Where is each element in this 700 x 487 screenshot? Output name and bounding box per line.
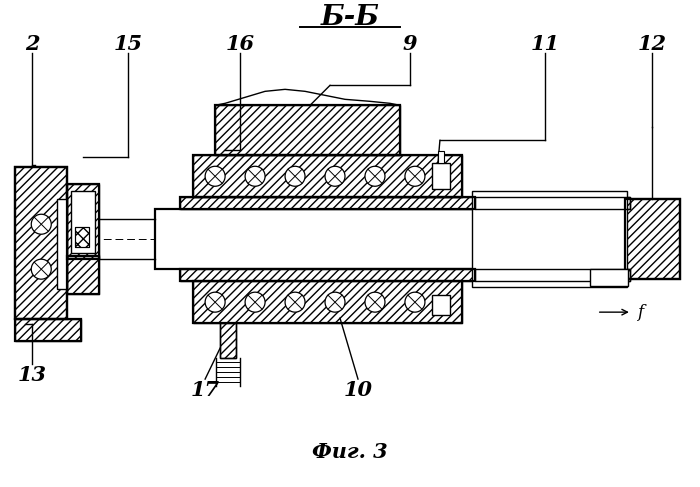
Circle shape: [365, 292, 385, 312]
Circle shape: [325, 292, 345, 312]
Bar: [193, 281, 462, 323]
Text: 11: 11: [531, 35, 559, 55]
Bar: [438, 151, 444, 163]
Circle shape: [285, 292, 305, 312]
Text: Фиг. 3: Фиг. 3: [312, 442, 388, 462]
Text: 2: 2: [25, 35, 39, 55]
Circle shape: [285, 166, 305, 186]
Bar: [475, 269, 630, 281]
Bar: [475, 197, 630, 209]
Bar: [75, 227, 89, 247]
Bar: [180, 269, 475, 281]
Text: 16: 16: [225, 35, 255, 55]
Circle shape: [245, 166, 265, 186]
Text: 9: 9: [402, 35, 417, 55]
Bar: [67, 184, 99, 259]
Bar: [193, 155, 462, 197]
Bar: [193, 155, 462, 197]
Text: Б-Б: Б-Б: [321, 4, 379, 31]
Bar: [67, 256, 99, 294]
Bar: [472, 191, 626, 287]
Bar: [15, 319, 81, 341]
Text: 13: 13: [18, 365, 47, 385]
Circle shape: [205, 166, 225, 186]
Bar: [71, 191, 95, 253]
Bar: [180, 269, 475, 281]
Circle shape: [405, 292, 425, 312]
Text: 15: 15: [113, 35, 143, 55]
Bar: [67, 184, 99, 259]
Bar: [215, 105, 400, 155]
Bar: [580, 221, 625, 257]
Bar: [220, 323, 236, 358]
Circle shape: [245, 292, 265, 312]
Circle shape: [405, 166, 425, 186]
Circle shape: [205, 292, 225, 312]
Bar: [67, 256, 99, 294]
Bar: [155, 209, 580, 269]
Bar: [193, 281, 462, 323]
Circle shape: [32, 259, 51, 279]
Bar: [57, 199, 67, 289]
Bar: [15, 167, 67, 319]
Bar: [215, 105, 400, 155]
Bar: [432, 163, 450, 189]
Bar: [180, 197, 475, 209]
Text: f: f: [637, 304, 643, 320]
Bar: [220, 323, 236, 358]
Bar: [432, 295, 450, 315]
Text: 17: 17: [190, 380, 220, 400]
Circle shape: [32, 214, 51, 234]
Text: 10: 10: [344, 380, 372, 400]
Bar: [15, 167, 67, 319]
Bar: [75, 227, 89, 247]
Circle shape: [365, 166, 385, 186]
Bar: [475, 269, 630, 281]
Bar: [180, 197, 475, 209]
Bar: [625, 199, 680, 279]
Bar: [590, 269, 628, 286]
Circle shape: [325, 166, 345, 186]
Bar: [475, 197, 630, 209]
Text: 12: 12: [637, 35, 666, 55]
Bar: [15, 319, 81, 341]
Bar: [625, 199, 680, 279]
